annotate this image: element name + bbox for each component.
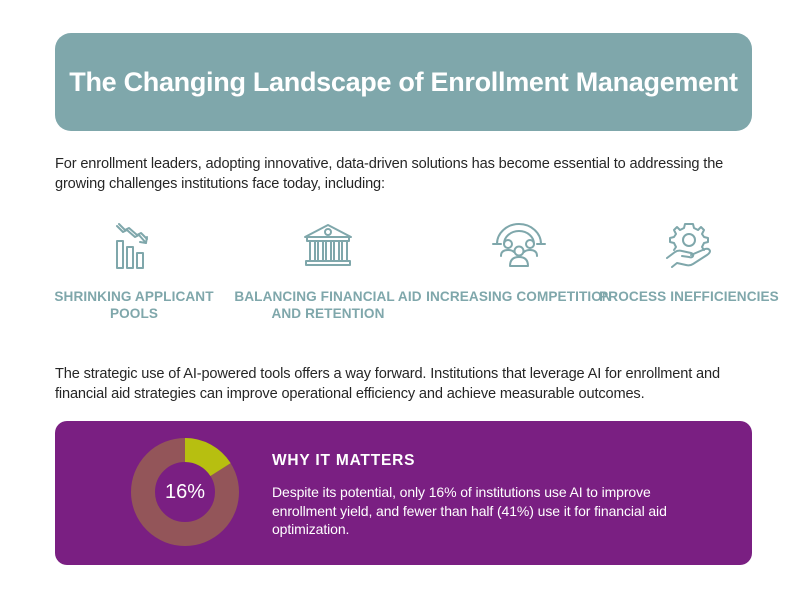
- intro-paragraph: For enrollment leaders, adopting innovat…: [55, 156, 724, 192]
- adoption-donut-chart: [131, 438, 239, 546]
- challenge-label: Process Inefficiencies: [599, 289, 779, 304]
- people-group-target-icon: [492, 223, 546, 267]
- challenge-balancing-financial-aid: Balancing Financial Aid and Retention: [228, 222, 428, 322]
- challenge-process-inefficiencies: Process Inefficiencies: [589, 222, 789, 305]
- donut-center-label: 16%: [164, 480, 206, 503]
- challenge-increasing-competition: Increasing Competition: [419, 222, 619, 305]
- bank-building-icon: [304, 224, 352, 266]
- challenge-label: Increasing Competition: [426, 289, 612, 304]
- gear-in-hand-icon: [666, 223, 711, 268]
- challenge-label: Balancing Financial Aid and Retention: [234, 289, 422, 321]
- strategy-paragraph: The strategic use of AI-powered tools of…: [55, 366, 720, 402]
- header-banner: The Changing Landscape of Enrollment Man…: [55, 33, 752, 131]
- why-it-matters-text: Despite its potential, only 16% of insti…: [272, 484, 667, 537]
- donut-highlight-segment: [131, 438, 239, 546]
- why-it-matters-title: WHY IT MATTERS: [272, 452, 416, 469]
- challenge-label: Shrinking Applicant Pools: [54, 289, 214, 321]
- challenge-shrinking-applicant-pools: Shrinking Applicant Pools: [34, 222, 234, 322]
- page-title: The Changing Landscape of Enrollment Man…: [69, 66, 738, 97]
- declining-bar-chart-icon: [116, 223, 148, 269]
